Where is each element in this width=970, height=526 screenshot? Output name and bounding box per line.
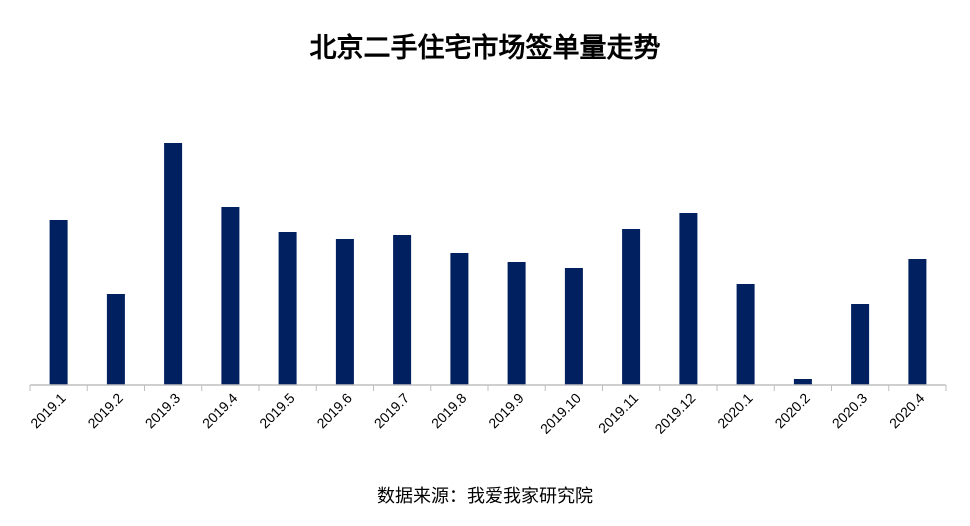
- bar-2019.12: [679, 213, 698, 385]
- x-tick-label: 2019.3: [142, 390, 184, 432]
- bar-2019.6: [335, 239, 354, 385]
- bar-2020.2: [793, 379, 812, 385]
- bar-2019.2: [106, 294, 125, 385]
- x-tick-label: 2019.8: [428, 390, 470, 432]
- data-source-note: 数据来源：我爱我家研究院: [377, 486, 593, 507]
- bar-2020.3: [851, 304, 870, 385]
- bar-2019.3: [164, 143, 183, 385]
- x-tick-label: 2020.3: [829, 390, 871, 432]
- x-tick-label: 2019.12: [651, 390, 698, 437]
- bar-2019.4: [221, 207, 240, 385]
- x-tick-labels: 2019.1 2019.2 2019.3 2019.4 2019.5 2019.6 2019…: [27, 390, 927, 437]
- bar-2020.1: [736, 284, 755, 385]
- x-tick-label: 2019.9: [485, 390, 527, 432]
- bar-2019.8: [450, 253, 469, 385]
- bars-group: [49, 143, 927, 385]
- bar-2019.1: [49, 220, 68, 385]
- chart-title: 北京二手住宅市场签单量走势: [309, 33, 661, 64]
- x-tick-label: 2019.7: [371, 390, 413, 432]
- bar-2019.5: [278, 232, 297, 385]
- x-tick-label: 2020.2: [771, 390, 813, 432]
- x-tick-label: 2019.1: [27, 390, 69, 432]
- bar-2019.9: [507, 262, 526, 385]
- bar-2019.7: [393, 235, 412, 385]
- x-tick-label: 2019.2: [84, 390, 126, 432]
- x-tick-label: 2019.4: [199, 390, 241, 432]
- x-tick-label: 2019.5: [256, 390, 298, 432]
- x-tick-label: 2020.1: [714, 390, 756, 432]
- x-tick-label: 2020.4: [886, 390, 928, 432]
- bar-2019.10: [564, 268, 583, 385]
- x-tick-label: 2019.11: [595, 390, 642, 437]
- bar-2019.11: [622, 229, 641, 385]
- bar-2020.4: [908, 259, 927, 385]
- x-tick-label: 2019.10: [537, 390, 584, 437]
- x-axis: [29, 384, 947, 391]
- x-tick-label: 2019.6: [313, 390, 355, 432]
